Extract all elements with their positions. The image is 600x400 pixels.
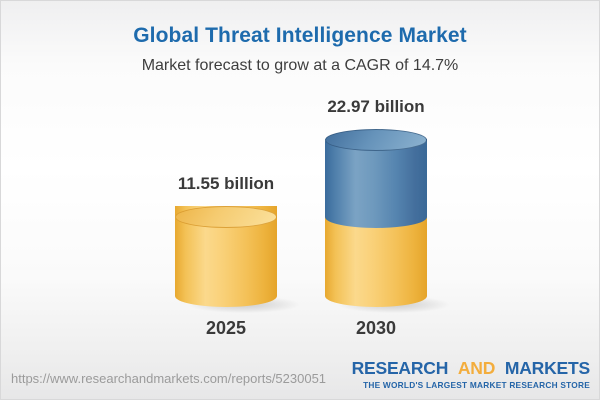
value-label-2030: 22.97 billion xyxy=(327,97,425,116)
cylinder-bar-chart: 11.55 billion 2025 22.97 billion 2030 xyxy=(1,81,599,399)
bar-group-2025: 11.55 billion 2025 xyxy=(146,174,306,339)
header: Global Threat Intelligence Market Market… xyxy=(1,1,599,75)
cylinder-top-face xyxy=(325,129,427,151)
logo-word-markets: MARKETS xyxy=(504,357,590,378)
cylinder-2025 xyxy=(175,206,299,313)
page-title: Global Threat Intelligence Market xyxy=(133,24,467,47)
bar-segment-blue xyxy=(325,139,427,228)
logo-word-research: RESEARCH xyxy=(351,357,449,378)
report-url: https://www.researchandmarkets.com/repor… xyxy=(11,371,327,386)
cylinder-2030 xyxy=(325,129,449,313)
value-label-2025: 11.55 billion xyxy=(177,174,275,193)
bar-group-2030: 22.97 billion 2030 xyxy=(296,97,456,339)
logo-tagline: THE WORLD'S LARGEST MARKET RESEARCH STOR… xyxy=(363,380,590,390)
logo-word-and: AND xyxy=(457,357,496,378)
research-and-markets-logo: RESEARCH AND MARKETS THE WORLD'S LARGEST… xyxy=(351,357,591,390)
category-label-2025: 2025 xyxy=(205,318,247,338)
category-label-2030: 2030 xyxy=(355,318,397,338)
page-subtitle: Market forecast to grow at a CAGR of 14.… xyxy=(141,57,459,74)
cylinder-top-face xyxy=(175,206,277,228)
logo-wordmark: RESEARCH AND MARKETS xyxy=(351,357,591,378)
